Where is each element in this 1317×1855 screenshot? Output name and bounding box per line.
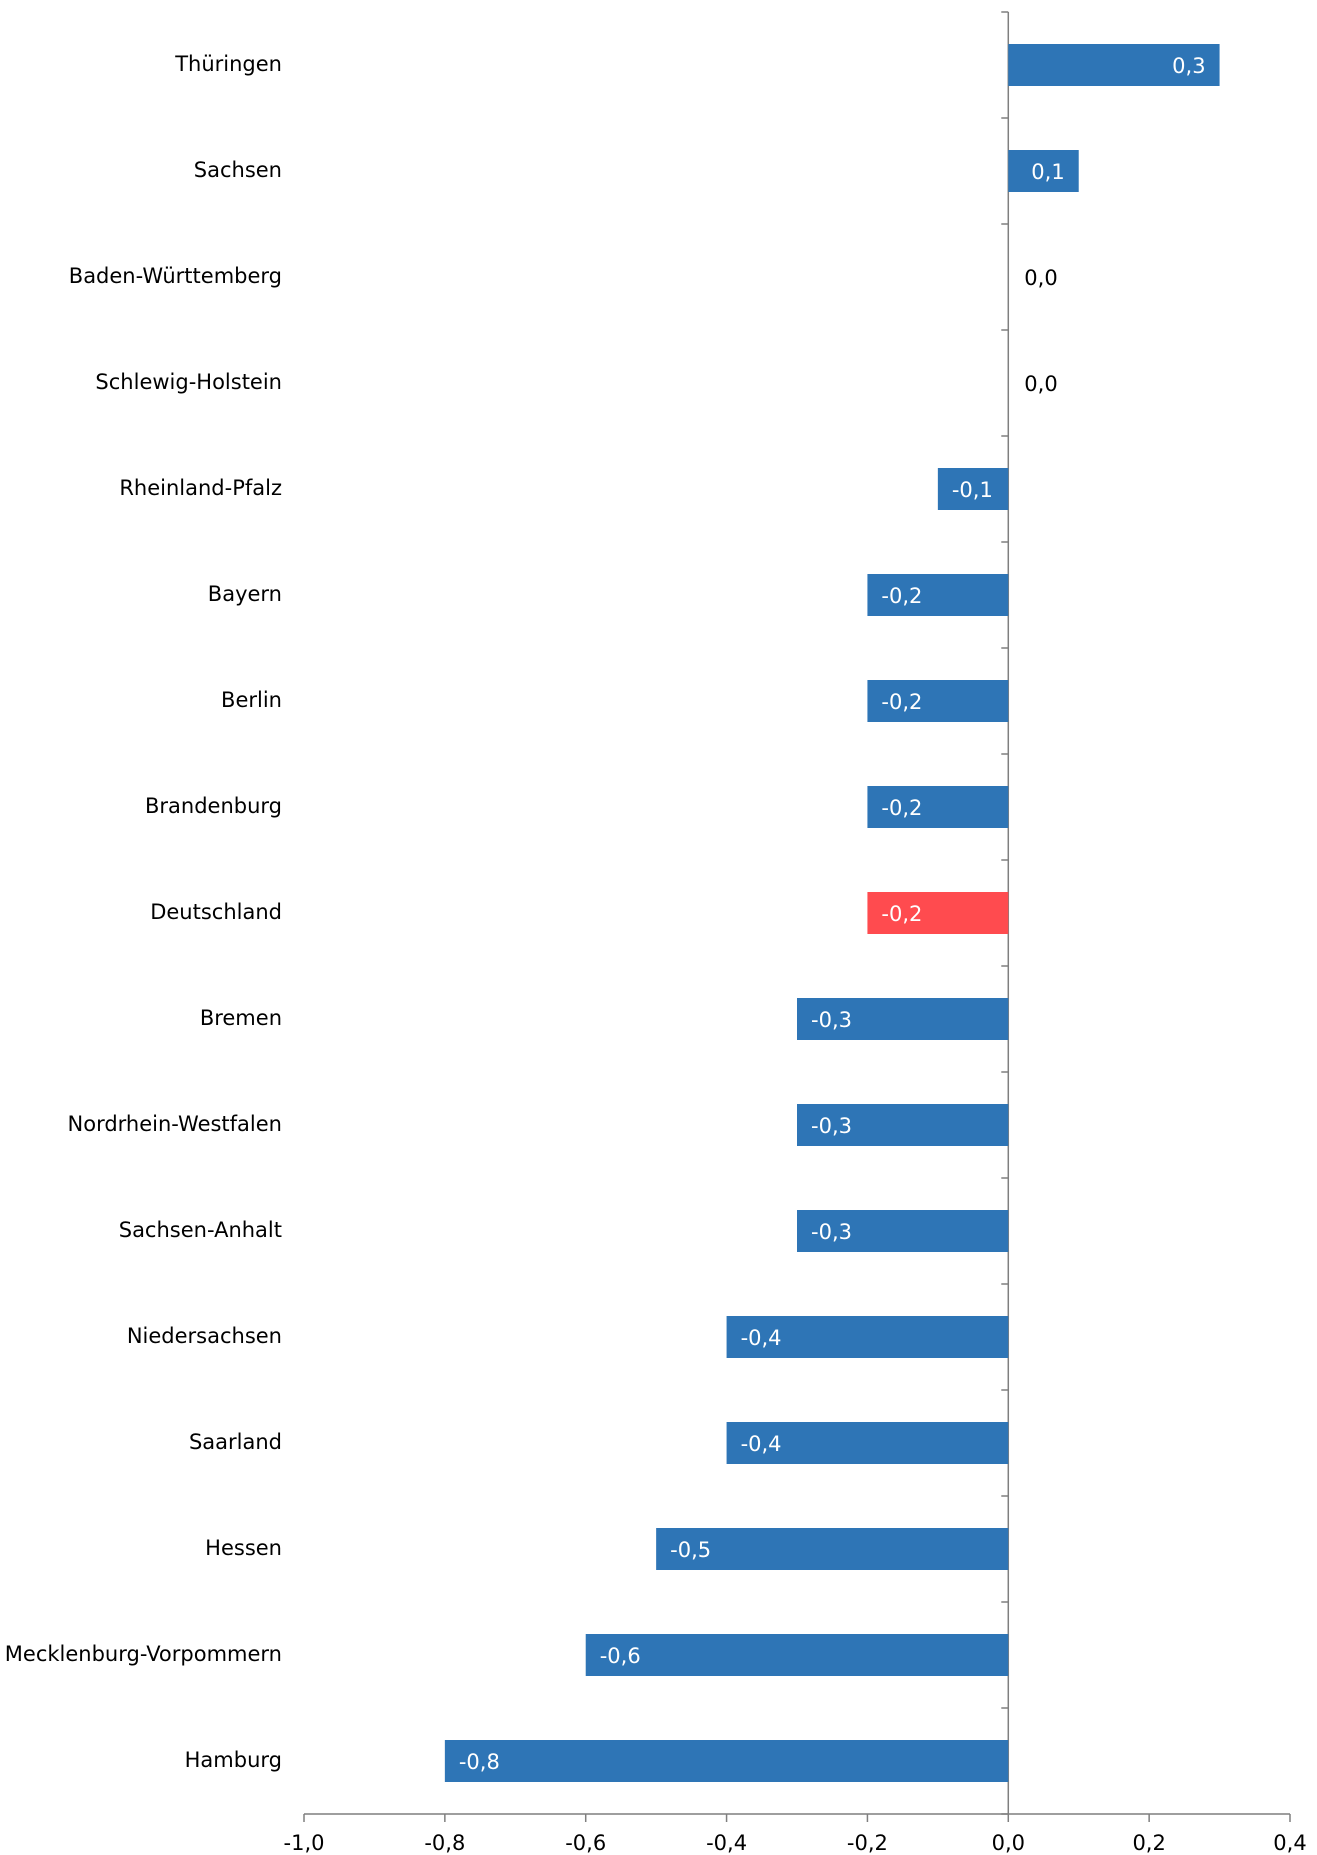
- value-label: -0,6: [600, 1644, 641, 1668]
- bar: [867, 892, 1009, 934]
- value-label: 0,3: [1172, 54, 1205, 78]
- value-label: -0,5: [670, 1538, 711, 1562]
- x-tick-label: -1,0: [284, 1831, 325, 1855]
- bar: [585, 1634, 1009, 1676]
- value-label: -0,4: [741, 1432, 782, 1456]
- x-tick-label: -0,2: [847, 1831, 888, 1855]
- value-label: -0,2: [881, 690, 922, 714]
- bar: [444, 1740, 1009, 1782]
- bar: [797, 1210, 1009, 1252]
- y-tick-label: Bremen: [200, 1006, 282, 1030]
- y-tick-label: Sachsen-Anhalt: [119, 1218, 282, 1242]
- bar: [867, 680, 1009, 722]
- y-tick-label: Berlin: [221, 688, 282, 712]
- bar: [656, 1528, 1009, 1570]
- x-tick-label: -0,6: [565, 1831, 606, 1855]
- x-tick-label: -0,4: [706, 1831, 747, 1855]
- value-label: -0,3: [811, 1114, 852, 1138]
- value-label: -0,2: [881, 796, 922, 820]
- x-tick-label: 0,0: [992, 1831, 1025, 1855]
- value-label: 0,1: [1031, 160, 1064, 184]
- y-tick-label: Brandenburg: [145, 794, 282, 818]
- value-label: 0,0: [1024, 372, 1057, 396]
- bar: [937, 468, 1009, 510]
- value-label: -0,2: [881, 584, 922, 608]
- y-tick-label: Rheinland-Pfalz: [119, 476, 282, 500]
- y-tick-label: Bayern: [208, 582, 282, 606]
- y-tick-label: Saarland: [189, 1430, 282, 1454]
- y-tick-label: Hessen: [205, 1536, 282, 1560]
- y-tick-label: Hamburg: [185, 1748, 282, 1772]
- bar: [1008, 44, 1220, 86]
- y-tick-label: Schlewig-Holstein: [95, 370, 282, 394]
- bar: [726, 1422, 1009, 1464]
- y-tick-label: Deutschland: [150, 900, 282, 924]
- bar: [797, 1104, 1009, 1146]
- x-tick-label: -0,8: [424, 1831, 465, 1855]
- bar: [1008, 150, 1079, 192]
- value-label: 0,0: [1024, 266, 1057, 290]
- x-tick-label: 0,4: [1273, 1831, 1306, 1855]
- bar: [726, 1316, 1009, 1358]
- bar: [797, 998, 1009, 1040]
- y-tick-label: Niedersachsen: [127, 1324, 282, 1348]
- value-label: -0,4: [741, 1326, 782, 1350]
- bar: [867, 786, 1009, 828]
- value-label: -0,3: [811, 1220, 852, 1244]
- y-tick-label: Baden-Württemberg: [69, 264, 282, 288]
- value-label: -0,3: [811, 1008, 852, 1032]
- y-tick-label: Sachsen: [194, 158, 282, 182]
- x-tick-label: 0,2: [1132, 1831, 1165, 1855]
- y-tick-label: Mecklenburg-Vorpommern: [5, 1642, 282, 1666]
- value-label: -0,8: [459, 1750, 500, 1774]
- y-tick-label: Nordrhein-Westfalen: [68, 1112, 282, 1136]
- value-label: -0,2: [881, 902, 922, 926]
- bar: [867, 574, 1009, 616]
- y-tick-label: Thüringen: [174, 52, 282, 76]
- value-label: -0,1: [952, 478, 993, 502]
